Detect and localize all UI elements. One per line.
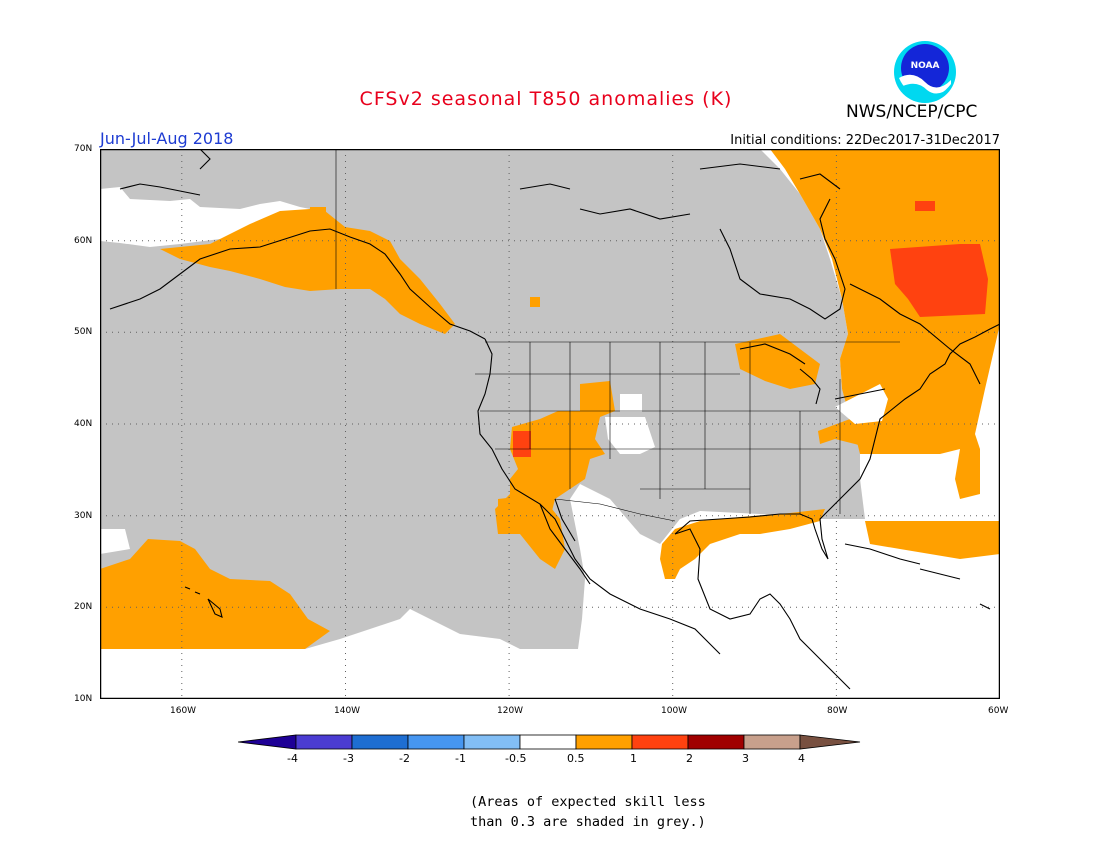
white-colorado (620, 394, 642, 412)
lat-label-60n: 60N (74, 236, 93, 246)
legend-swatch-1 (295, 734, 353, 750)
logo-text: NOAA (911, 61, 940, 71)
legend-label-neg4: -4 (287, 752, 298, 765)
white-lake-erie-area (835, 384, 888, 424)
lat-label-30n: 30N (74, 511, 93, 521)
lat-label-40n: 40N (74, 419, 93, 429)
orange-fleck (530, 297, 540, 307)
orange-great-lakes (735, 334, 820, 389)
initial-conditions-label: Initial conditions: 22Dec2017-31Dec2017 (730, 133, 1000, 148)
legend-swatch-9 (743, 734, 801, 750)
season-label: Jun-Jul-Aug 2018 (100, 129, 234, 148)
orange-gulf-coast (660, 509, 825, 579)
orange-northeast-tail (955, 449, 980, 499)
legend-arrow-left (238, 734, 297, 750)
legend-label-2: 2 (686, 752, 693, 765)
legend-label-4: 4 (798, 752, 805, 765)
orange-hawaii (100, 539, 330, 649)
lon-label-100w: 100W (661, 706, 688, 716)
legend-swatch-3 (407, 734, 465, 750)
legend-swatch-4 (463, 734, 521, 750)
lon-label-140w: 140W (334, 706, 361, 716)
lat-label-10n: 10N (74, 694, 93, 704)
orange-northeast (770, 149, 1000, 454)
skill-note-line1: (Areas of expected skill less (470, 794, 706, 810)
legend-label-neg1: -1 (455, 752, 466, 765)
lon-label-80w: 80W (827, 706, 848, 716)
skill-note: (Areas of expected skill less than 0.3 a… (470, 792, 730, 832)
legend-colorbar (238, 734, 861, 750)
white-patch-alaska (100, 187, 310, 247)
legend-label-neg05: -0.5 (505, 752, 527, 765)
white-four-corners (605, 417, 655, 454)
legend-label-neg2: -2 (399, 752, 410, 765)
graticule (100, 149, 1000, 699)
legend-label-1: 1 (630, 752, 637, 765)
orange-southwest (495, 381, 615, 534)
legend-swatch-7 (631, 734, 689, 750)
agency-label: NWS/NCEP/CPC (846, 102, 978, 122)
noaa-logo: NOAA (894, 41, 956, 103)
white-patch-pacific-west (100, 529, 130, 554)
red-southwest (513, 431, 531, 457)
legend-arrow-right (799, 734, 861, 750)
legend-swatch-5 (519, 734, 577, 750)
lat-label-20n: 20N (74, 602, 93, 612)
red-labrador (890, 244, 988, 317)
chart-title: CFSv2 seasonal T850 anomalies (K) (0, 88, 1100, 110)
lon-label-120w: 120W (497, 706, 524, 716)
legend-swatch-8 (687, 734, 745, 750)
legend-swatch-2 (351, 734, 409, 750)
political-borders (335, 149, 900, 522)
orange-atlantic-25n (865, 521, 1000, 559)
lat-label-50n: 50N (74, 327, 93, 337)
lat-label-70n: 70N (74, 144, 93, 154)
lon-label-160w: 160W (170, 706, 197, 716)
title-text: CFSv2 seasonal T850 anomalies (K) (359, 88, 733, 110)
legend-label-05: 0.5 (567, 752, 585, 765)
anomaly-map (100, 149, 1000, 699)
orange-alaska (160, 209, 455, 334)
skill-note-line2: than 0.3 are shaded in grey.) (470, 814, 706, 830)
red-labrador-fleck (915, 201, 935, 211)
legend-swatch-6 (575, 734, 633, 750)
orange-alaska-fleck (310, 207, 326, 217)
lon-label-60w: 60W (988, 706, 1009, 716)
coastlines (109, 149, 1000, 690)
legend-label-neg3: -3 (343, 752, 354, 765)
map-frame (100, 149, 1000, 699)
orange-mid-atlantic (818, 419, 872, 449)
legend-label-3: 3 (742, 752, 749, 765)
